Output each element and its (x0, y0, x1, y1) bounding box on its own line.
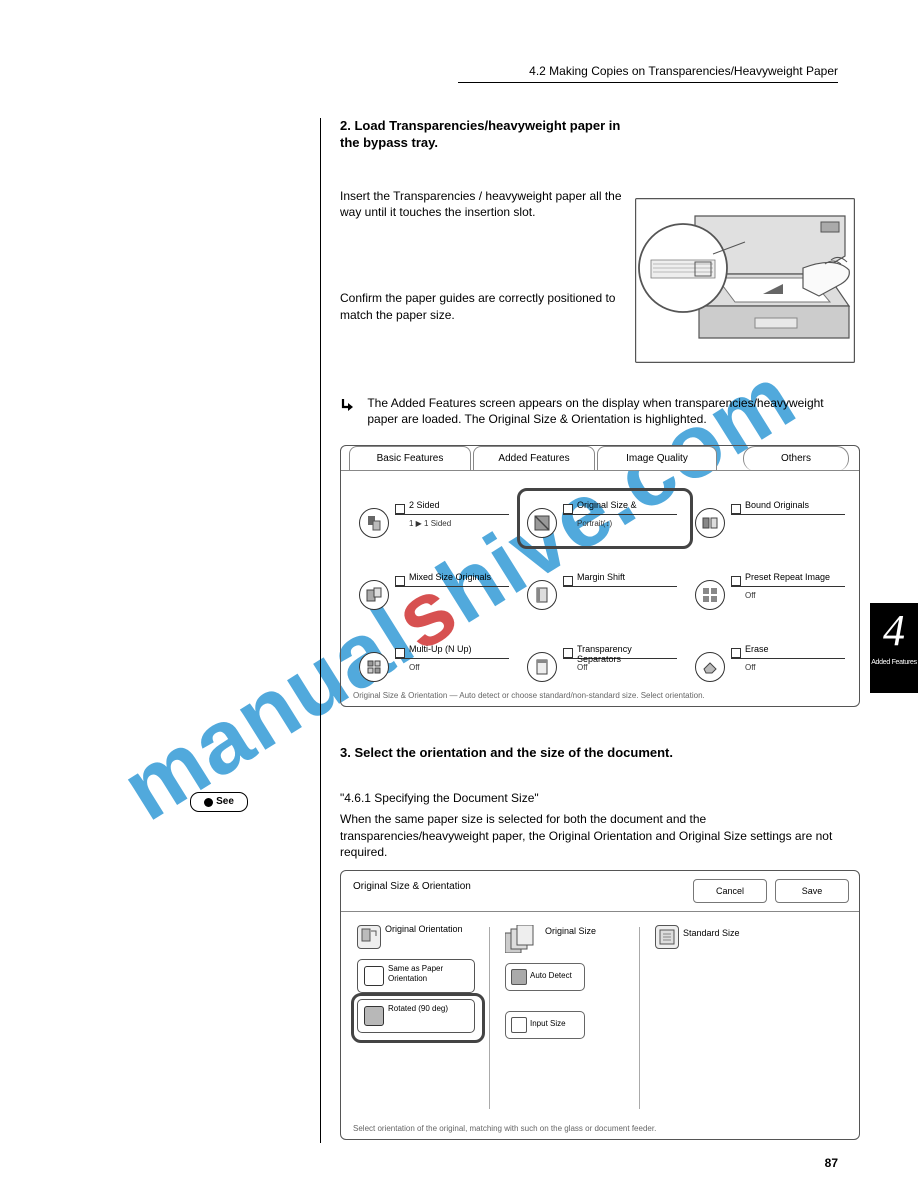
feature-original-size-orientation[interactable]: Original Size & Portrait(↕) (527, 502, 677, 552)
printer-tray-illustration (635, 198, 855, 363)
tab-basic-features[interactable]: Basic Features (349, 446, 471, 471)
option-same-as-paper[interactable]: Same as Paper Orientation (357, 959, 475, 993)
see-dot-icon (204, 798, 213, 807)
option-input-size[interactable]: Input Size (505, 1011, 585, 1039)
manual-page: { "header": { "title": "4.2 Making Copie… (0, 0, 918, 1188)
step2-title: 2. Load Transparencies/heavyweight paper… (340, 118, 630, 152)
size-section-icon (505, 925, 527, 947)
std-size-icon (655, 925, 679, 949)
step3-description: "4.6.1 Specifying the Document Size" Whe… (340, 790, 850, 861)
chapter-tab: 4 Added Features (870, 603, 918, 693)
feature-margin-shift[interactable]: Margin Shift (527, 574, 677, 624)
chapter-number: 4 (870, 603, 918, 659)
size-label: Original Size (545, 927, 625, 937)
step2-result-text: The Added Features screen appears on the… (367, 396, 837, 427)
step3-note: When the same paper size is selected for… (340, 811, 850, 861)
feature-erase[interactable]: Erase Off (695, 646, 845, 696)
panel-tabs: Basic Features Added Features Image Qual… (341, 446, 859, 470)
dialog-title: Original Size & Orientation (353, 881, 471, 892)
feature-repeat-image[interactable]: Preset Repeat Image Off (695, 574, 845, 624)
orientation-label: Original Orientation (385, 925, 475, 935)
see-badge: See (190, 792, 248, 812)
dialog-footer-hint: Select orientation of the original, matc… (353, 1124, 656, 1133)
feature-bound-originals[interactable]: Bound Originals (695, 502, 845, 552)
col-divider-2 (639, 927, 640, 1109)
step2-sub1: Insert the Transparencies / heavyweight … (340, 188, 630, 220)
std-size-label: Standard Size (683, 929, 783, 939)
tab-others[interactable]: Others (743, 446, 849, 471)
tab-image-quality[interactable]: Image Quality (597, 446, 717, 471)
feature-transparency-separators[interactable]: Transparency Separators Off (527, 646, 677, 696)
column-divider (320, 118, 321, 1143)
feature-mixed-size[interactable]: Mixed Size Originals (359, 574, 509, 624)
step3-title: 3. Select the orientation and the size o… (340, 745, 840, 762)
step2-sub2: Confirm the paper guides are correctly p… (340, 290, 630, 322)
col-divider-1 (489, 927, 490, 1109)
option-rotated[interactable]: Rotated (90 deg) (357, 999, 475, 1033)
added-features-panel: Basic Features Added Features Image Qual… (340, 445, 860, 707)
orientation-section-icon (357, 925, 381, 949)
see-ref-text: "4.6.1 Specifying the Document Size" (340, 790, 850, 807)
tab-added-features[interactable]: Added Features (473, 446, 595, 471)
option-auto-detect[interactable]: Auto Detect (505, 963, 585, 991)
header-rule (458, 82, 838, 83)
original-size-dialog: Original Size & Orientation Cancel Save … (340, 870, 860, 1140)
feature-2sided[interactable]: 2 Sided 1 ▶ 1 Sided (359, 502, 509, 552)
dialog-divider (341, 911, 859, 912)
cancel-button[interactable]: Cancel (693, 879, 767, 903)
step2-result-note: The Added Features screen appears on the… (340, 396, 840, 427)
feature-multi-up[interactable]: Multi-Up (N Up) Off (359, 646, 509, 696)
panel-footer-hint: Original Size & Orientation — Auto detec… (353, 691, 705, 700)
chapter-label: Added Features (870, 659, 918, 666)
step2-description: Insert the Transparencies / heavyweight … (340, 188, 630, 323)
save-button[interactable]: Save (775, 879, 849, 903)
page-number: 87 (825, 1156, 838, 1170)
return-arrow-icon (340, 396, 358, 414)
page-header-title: 4.2 Making Copies on Transparencies/Heav… (529, 64, 838, 78)
